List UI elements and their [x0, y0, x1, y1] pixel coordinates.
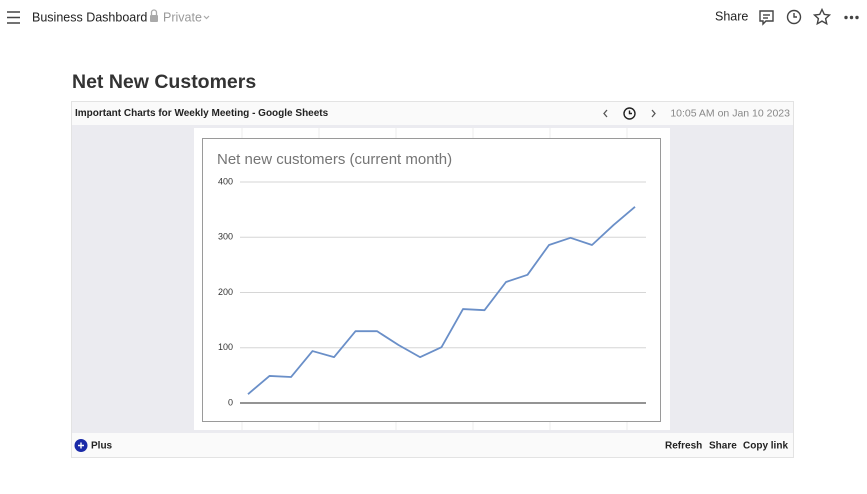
chart-border	[202, 138, 661, 422]
y-tick-label: 400	[218, 176, 233, 186]
y-tick-label: 0	[228, 397, 233, 407]
history-button[interactable]	[623, 107, 636, 120]
refresh-button[interactable]: Refresh	[665, 441, 702, 452]
chart-title: Net new customers (current month)	[217, 151, 452, 168]
y-tick-label: 100	[218, 342, 233, 352]
visibility[interactable]: Private	[163, 10, 202, 24]
y-tick-label: 200	[218, 287, 233, 297]
embed-title[interactable]: Important Charts for Weekly Meeting - Go…	[75, 108, 329, 119]
y-tick-label: 300	[218, 232, 233, 242]
embed-header	[72, 102, 793, 125]
lock-icon	[150, 9, 158, 22]
timestamp: 10:05 AM on Jan 10 2023	[670, 107, 790, 119]
line-series	[247, 206, 636, 395]
more-icon[interactable]	[844, 15, 859, 20]
plot: 0 100 200 300 400	[218, 176, 646, 407]
share-button[interactable]: Share	[715, 9, 748, 23]
page-heading: Net New Customers	[72, 71, 256, 93]
embed-footer	[72, 433, 793, 457]
menu-icon[interactable]	[7, 11, 20, 24]
history-icon[interactable]	[786, 9, 802, 25]
share-link-button[interactable]: Share	[709, 441, 737, 452]
plan-badge: Plus	[91, 441, 113, 452]
doc-title[interactable]: Business Dashboard	[32, 10, 147, 24]
copy-link-button[interactable]: Copy link	[743, 441, 788, 452]
star-icon[interactable]	[812, 7, 832, 26]
prev-button[interactable]	[603, 109, 608, 118]
chevron[interactable]	[203, 15, 210, 20]
plus-logo-mark	[78, 442, 84, 449]
comment-icon[interactable]	[759, 10, 774, 26]
next-button[interactable]	[651, 109, 656, 118]
